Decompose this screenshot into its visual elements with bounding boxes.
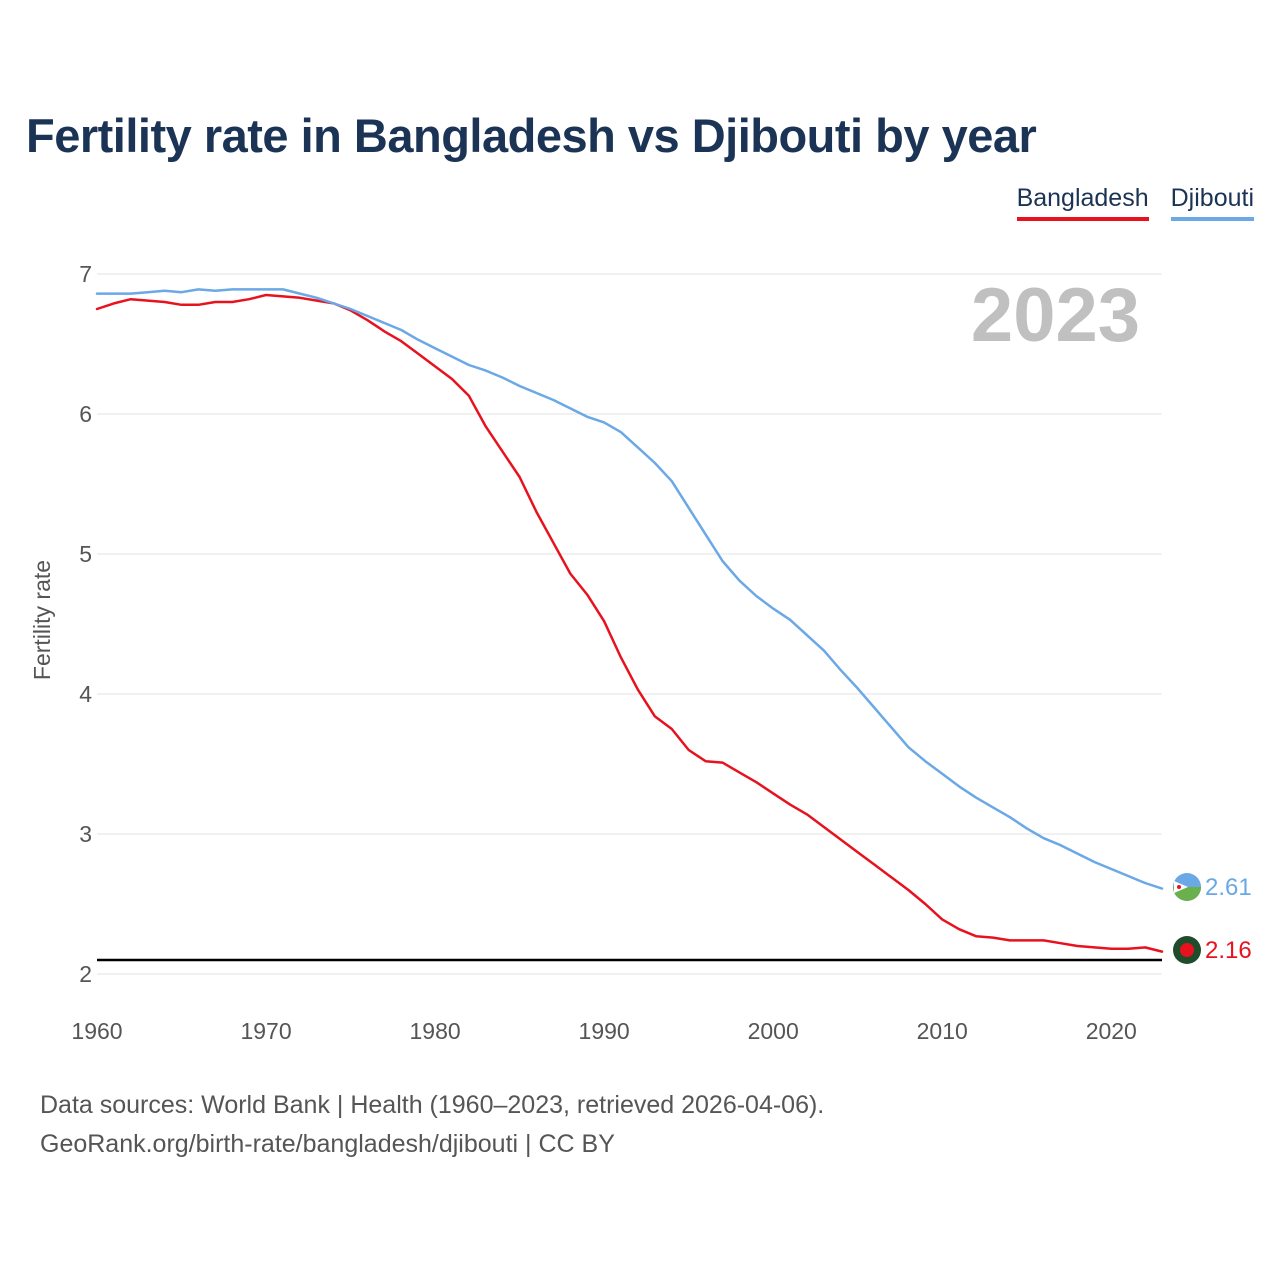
bangladesh-flag-icon [1173, 936, 1201, 964]
legend: Bangladesh Djibouti [1016, 184, 1254, 221]
source-line-2[interactable]: GeoRank.org/birth-rate/bangladesh/djibou… [40, 1130, 615, 1158]
y-tick-label: 7 [79, 261, 92, 287]
y-tick-label: 6 [79, 401, 92, 427]
legend-item-bangladesh[interactable]: Bangladesh [1016, 184, 1149, 221]
y-axis-label: Fertility rate [29, 560, 55, 680]
series-lines [95, 288, 1164, 953]
x-axis-ticks: 1960 1970 1980 1990 2000 2010 2020 [71, 1018, 1136, 1044]
series-line-bangladesh[interactable] [95, 293, 1164, 953]
gridlines [97, 273, 1162, 975]
line-chart: 2 3 4 5 6 7 1960 1970 1980 1990 2000 2010 2020 Fert… [29, 261, 1252, 1044]
x-tick-label: 1960 [71, 1018, 122, 1044]
year-label: 2023 [971, 273, 1140, 358]
x-tick-label: 2020 [1086, 1018, 1137, 1044]
djibouti-flag-icon [1173, 873, 1201, 901]
y-tick-label: 2 [79, 961, 92, 987]
y-tick-label: 5 [79, 541, 92, 567]
legend-item-djibouti[interactable]: Djibouti [1170, 184, 1254, 221]
x-tick-label: 1990 [579, 1018, 630, 1044]
y-tick-label: 3 [79, 821, 92, 847]
x-tick-label: 1970 [240, 1018, 291, 1044]
djibouti-end-value: 2.61 [1205, 874, 1252, 901]
y-axis-ticks: 2 3 4 5 6 7 [79, 261, 92, 987]
chart-title: Fertility rate in Bangladesh vs Djibouti… [26, 109, 1037, 162]
source-note: Data sources: World Bank | Health (1960–… [40, 1086, 824, 1164]
source-line-1: Data sources: World Bank | Health (1960–… [40, 1091, 825, 1119]
x-tick-label: 2000 [748, 1018, 799, 1044]
bangladesh-end-value: 2.16 [1205, 937, 1252, 964]
x-tick-label: 1980 [410, 1018, 461, 1044]
series-line-djibouti[interactable] [95, 288, 1164, 890]
x-tick-label: 2010 [917, 1018, 968, 1044]
y-tick-label: 4 [79, 681, 92, 707]
